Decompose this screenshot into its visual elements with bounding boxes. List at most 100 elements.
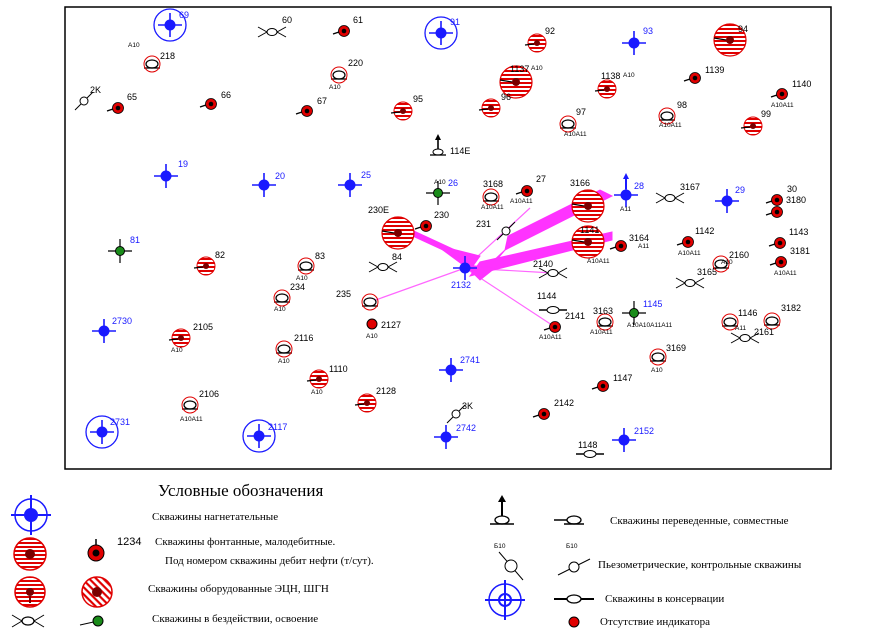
well-label: 91 [450, 17, 460, 27]
well-label: 1146 [738, 308, 757, 318]
well-3181: 3181 A10A11 [769, 246, 810, 277]
well-label: 1140 [792, 79, 811, 89]
well-2142: 2142 [532, 398, 574, 420]
well-3168: 3168 A10A11 [481, 179, 504, 211]
well-label: 2730 [112, 316, 132, 326]
well-formation-label: A11 [735, 325, 746, 332]
legend-flowing-text-1: Скважины фонтанные, малодебитные. [155, 536, 335, 548]
well-formation-label: A10A11 [564, 131, 587, 138]
well-label: 2742 [456, 423, 476, 433]
well-label: 1147 [613, 373, 632, 383]
well-1143: 1143 [768, 227, 808, 249]
well-2128: 2128 [354, 386, 396, 413]
well-label: 93 [643, 26, 653, 36]
well-2105: 2105 A10 [168, 322, 213, 354]
well-label: 67 [317, 96, 327, 106]
well-2141: 2141 A10A11 [539, 311, 585, 341]
well-label: 3181 [790, 246, 810, 256]
well-label: 220 [348, 58, 363, 68]
well-label: 1139 [705, 65, 724, 75]
well-label: 2731 [110, 417, 130, 427]
legend-injection-text: Скважины нагнетательные [152, 511, 278, 523]
well-234: 234 A10 [273, 282, 305, 313]
legend-conserved-icon [554, 594, 594, 604]
well-1148: 1148 [576, 440, 604, 458]
well-label: 2132 [451, 280, 471, 290]
well-label: 20 [275, 171, 285, 181]
well-99: 99 [740, 109, 771, 136]
well-98: 98 A10A11 [658, 100, 687, 129]
well-20: 20 [252, 171, 285, 197]
well-230: 230 [414, 210, 449, 232]
well-235: 235 [336, 289, 379, 311]
well-label: 2127 [381, 320, 401, 330]
well-3167: 3167 [655, 182, 700, 204]
well-67: 67 [295, 96, 327, 117]
well-2140: 2140 [533, 259, 568, 279]
well-1139: 1139 [683, 65, 724, 84]
well-label: 84 [392, 252, 402, 262]
well-97: 97 A10A11 [559, 107, 587, 138]
well-label: 97 [576, 107, 586, 117]
well-1142: 1142 A10A11 [676, 226, 714, 257]
legend-conserved-injection-icon [485, 580, 525, 620]
well-27: 27 A10A11 [510, 174, 546, 205]
legend-transferred-sub1: Б10 [494, 543, 506, 550]
well-label: 114E [450, 146, 470, 156]
legend-flowing-text-2: Под номером скважины дебит нефти (т/сут)… [165, 555, 374, 567]
well-label: 3164 [629, 233, 649, 243]
well-1141: 1141 A10A11 [571, 225, 610, 265]
well-formation-label: A10A11 [539, 334, 562, 341]
well-2106: 2106 A10A11 [180, 389, 219, 423]
well-label: 3182 [781, 303, 801, 313]
well-formation-label: A10A11 [771, 102, 794, 109]
well-label: 2140 [533, 259, 553, 269]
well-label: 30 [787, 184, 797, 194]
well-formation-label: A10A10A11A11 [627, 322, 673, 329]
well-label: 230 [434, 210, 449, 220]
legend-idle-icon [11, 614, 45, 628]
well-95: 95 [390, 94, 423, 121]
well-label: 1142 [695, 226, 714, 236]
well-label: 2128 [376, 386, 396, 396]
well-formation-label: A10A11 [590, 329, 613, 336]
well-66: 66 [199, 90, 231, 110]
well-label: 66 [221, 90, 231, 100]
well-2161: 2161 A11 [730, 325, 774, 344]
well-114E: 114E A10 [430, 134, 470, 186]
well-label: 2105 [193, 322, 213, 332]
well-label: 2160 [729, 250, 749, 260]
well-3182: 3182 [763, 303, 801, 330]
well-2731: 2731 [85, 415, 130, 449]
legend-idle-text: Скважины в бездействии, освоение [152, 613, 318, 625]
well-96: 96 [478, 92, 511, 118]
legend-injection-icon [11, 495, 51, 535]
well-label: 98 [677, 100, 687, 110]
well-label: 94 [738, 24, 748, 34]
well-formation-label: A10 [329, 84, 341, 91]
well-81: 81 [108, 235, 140, 263]
well-label: 3165 [697, 267, 717, 277]
well-1144: 1144 [537, 291, 567, 314]
well-3180: 3180 [765, 195, 806, 218]
well-label: 3163 [593, 306, 613, 316]
well-formation-label: A10A11 [587, 258, 610, 265]
well-3169: 3169 A10 [649, 343, 686, 374]
well-formation-label: A10 [623, 72, 635, 79]
well-25: 25 [338, 170, 371, 197]
well-1147: 1147 [591, 373, 632, 392]
well-label: 231 [476, 219, 491, 229]
well-1110: 1110 A10 [306, 364, 348, 396]
well-label: 82 [215, 250, 225, 260]
well-2K: 2K [74, 85, 101, 111]
well-formation-label: A10 [274, 306, 286, 313]
well-2730: 2730 [92, 316, 132, 343]
legend-piezo-icon-2 [557, 558, 591, 576]
well-label: 3169 [666, 343, 686, 353]
well-formation-label: A10 [531, 65, 543, 72]
well-label: 2142 [554, 398, 574, 408]
legend: Условные обозначения Скважины нагнетател… [11, 481, 802, 628]
well-label: 99 [761, 109, 771, 119]
